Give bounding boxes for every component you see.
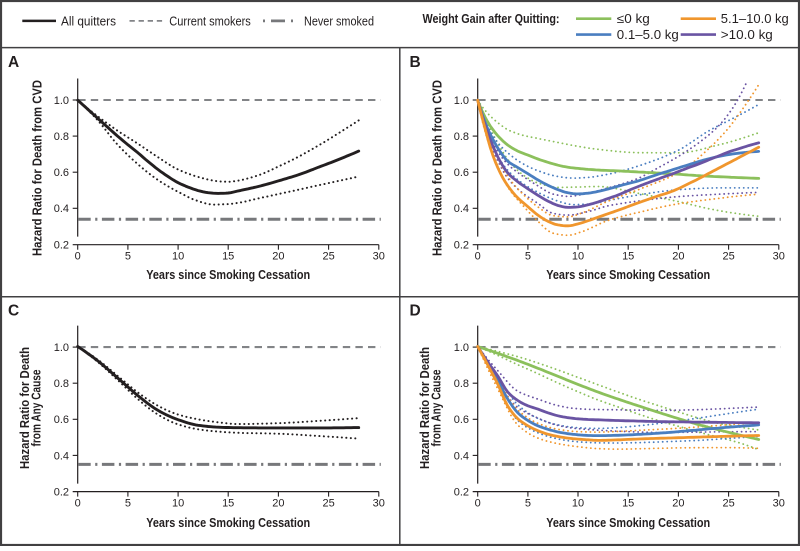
svg-text:Years since Smoking Cessation: Years since Smoking Cessation xyxy=(546,515,710,530)
svg-text:30: 30 xyxy=(373,497,385,509)
svg-text:20: 20 xyxy=(672,251,684,263)
svg-text:30: 30 xyxy=(773,251,785,263)
svg-text:≤0 kg: ≤0 kg xyxy=(617,12,650,26)
svg-text:0.2: 0.2 xyxy=(54,487,69,499)
svg-text:0: 0 xyxy=(75,251,81,263)
svg-text:Weight Gain after Quitting:: Weight Gain after Quitting: xyxy=(423,12,560,26)
svg-text:0.4: 0.4 xyxy=(54,203,69,215)
svg-text:5: 5 xyxy=(525,497,531,509)
svg-text:20: 20 xyxy=(272,251,284,263)
svg-text:5.1–10.0 kg: 5.1–10.0 kg xyxy=(721,12,789,26)
svg-text:1.0: 1.0 xyxy=(54,342,69,354)
svg-text:0.6: 0.6 xyxy=(54,414,69,426)
svg-text:5: 5 xyxy=(125,497,131,509)
svg-text:0.4: 0.4 xyxy=(454,450,469,462)
svg-text:0.2: 0.2 xyxy=(454,240,469,252)
svg-text:C: C xyxy=(8,303,19,320)
svg-text:15: 15 xyxy=(222,497,234,509)
svg-text:0: 0 xyxy=(475,497,481,509)
svg-text:Years since Smoking Cessation: Years since Smoking Cessation xyxy=(146,515,310,530)
svg-text:>10.0 kg: >10.0 kg xyxy=(721,28,773,42)
svg-text:Current smokers: Current smokers xyxy=(169,14,251,28)
svg-text:20: 20 xyxy=(672,497,684,509)
svg-text:A: A xyxy=(8,54,19,71)
svg-text:20: 20 xyxy=(272,497,284,509)
svg-text:25: 25 xyxy=(722,251,734,263)
svg-text:25: 25 xyxy=(322,497,334,509)
svg-text:Hazard Ratio for Death: Hazard Ratio for Death xyxy=(17,347,32,469)
svg-text:5: 5 xyxy=(125,251,131,263)
svg-text:0.8: 0.8 xyxy=(54,378,69,390)
svg-text:Years since Smoking Cessation: Years since Smoking Cessation xyxy=(546,267,710,282)
svg-text:30: 30 xyxy=(373,251,385,263)
svg-text:All quitters: All quitters xyxy=(61,14,116,28)
svg-text:1.0: 1.0 xyxy=(454,342,469,354)
svg-text:from Any Cause: from Any Cause xyxy=(29,370,44,447)
svg-text:0.4: 0.4 xyxy=(54,450,69,462)
svg-text:0.8: 0.8 xyxy=(454,131,469,143)
svg-text:B: B xyxy=(410,54,421,71)
svg-text:0.2: 0.2 xyxy=(454,487,469,499)
svg-text:0.6: 0.6 xyxy=(454,167,469,179)
svg-text:0: 0 xyxy=(475,251,481,263)
svg-text:10: 10 xyxy=(572,251,584,263)
svg-text:15: 15 xyxy=(222,251,234,263)
svg-text:Never smoked: Never smoked xyxy=(304,14,374,28)
svg-text:25: 25 xyxy=(722,497,734,509)
svg-text:10: 10 xyxy=(572,497,584,509)
svg-text:1.0: 1.0 xyxy=(54,95,69,107)
svg-text:Years since Smoking Cessation: Years since Smoking Cessation xyxy=(146,267,310,282)
svg-text:10: 10 xyxy=(172,251,184,263)
svg-text:0.6: 0.6 xyxy=(454,414,469,426)
svg-text:Hazard Ratio for Death: Hazard Ratio for Death xyxy=(417,347,432,469)
svg-text:0.2: 0.2 xyxy=(54,240,69,252)
svg-text:30: 30 xyxy=(773,497,785,509)
svg-text:0.6: 0.6 xyxy=(54,167,69,179)
svg-text:0.8: 0.8 xyxy=(454,378,469,390)
svg-text:10: 10 xyxy=(172,497,184,509)
svg-text:1.0: 1.0 xyxy=(454,95,469,107)
svg-text:15: 15 xyxy=(622,497,634,509)
svg-text:Hazard Ratio for Death from CV: Hazard Ratio for Death from CVD xyxy=(430,80,445,256)
svg-text:0: 0 xyxy=(75,497,81,509)
svg-text:Hazard Ratio for Death from CV: Hazard Ratio for Death from CVD xyxy=(30,80,45,256)
svg-text:5: 5 xyxy=(525,251,531,263)
svg-text:25: 25 xyxy=(322,251,334,263)
svg-text:D: D xyxy=(410,303,421,320)
svg-text:from Any Cause: from Any Cause xyxy=(429,370,444,447)
svg-text:15: 15 xyxy=(622,251,634,263)
svg-text:0.8: 0.8 xyxy=(54,131,69,143)
svg-text:0.4: 0.4 xyxy=(454,203,469,215)
svg-text:0.1–5.0 kg: 0.1–5.0 kg xyxy=(617,28,679,42)
